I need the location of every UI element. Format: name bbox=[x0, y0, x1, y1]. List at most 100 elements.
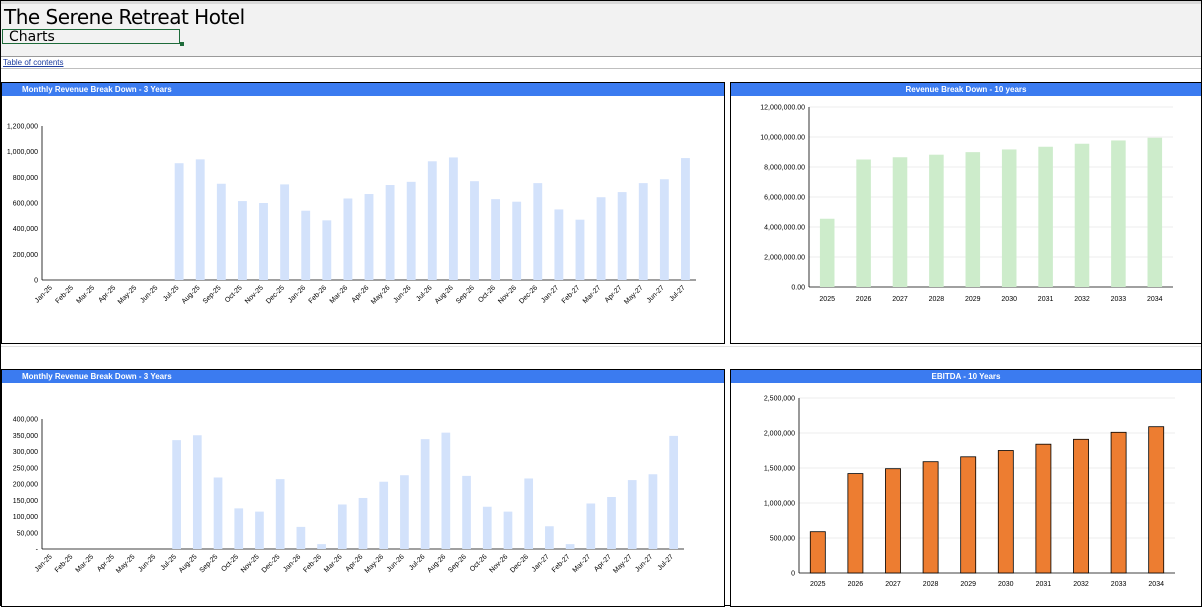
x-tick-label: Feb-27 bbox=[551, 553, 572, 574]
bar bbox=[1074, 143, 1090, 287]
x-tick-label: 2026 bbox=[848, 581, 864, 588]
x-tick-label: Feb-27 bbox=[561, 284, 582, 305]
y-tick-label: 50,000 bbox=[17, 530, 39, 537]
y-tick-label: 0.00 bbox=[791, 285, 805, 292]
chart-revenue-10-years[interactable]: Revenue Break Down - 10 years 0.00 2,000,… bbox=[730, 82, 1202, 344]
x-tick-label: Mar-27 bbox=[582, 284, 603, 305]
x-tick-label: Jun-26 bbox=[393, 284, 413, 304]
bar bbox=[364, 194, 374, 280]
y-tick-label: 2,000,000.00 bbox=[764, 255, 805, 262]
x-tick-label: Jun-25 bbox=[139, 284, 159, 304]
x-tick-label: Dec-25 bbox=[261, 553, 282, 574]
bar bbox=[809, 531, 826, 574]
bar bbox=[929, 154, 944, 287]
x-tick-label: 2029 bbox=[960, 581, 976, 588]
x-tick-label: May-27 bbox=[623, 284, 645, 306]
x-tick-label: 2034 bbox=[1148, 581, 1164, 588]
bar bbox=[922, 461, 939, 574]
bar bbox=[343, 198, 353, 280]
bar bbox=[1001, 149, 1017, 287]
y-tick-label: 250,000 bbox=[13, 465, 38, 472]
x-tick-label: Jun-25 bbox=[137, 553, 157, 573]
x-tick-label: Jan-25 bbox=[34, 284, 54, 304]
bar bbox=[575, 219, 585, 280]
chart-monthly-revenue-bottom[interactable]: Monthly Revenue Break Down - 3 Years - 50… bbox=[1, 369, 725, 607]
x-tick-label: May-26 bbox=[364, 553, 386, 575]
bar bbox=[172, 440, 181, 549]
bar bbox=[681, 158, 690, 280]
x-tick-label: Nov-26 bbox=[497, 284, 518, 305]
table-of-contents-link[interactable]: Table of contents bbox=[3, 58, 64, 67]
bar bbox=[174, 163, 184, 280]
bar bbox=[400, 475, 409, 549]
x-tick-label: Mar-26 bbox=[329, 284, 350, 305]
y-tick-label: 8,000,000.00 bbox=[764, 165, 805, 172]
x-tick-label: 2031 bbox=[1038, 296, 1054, 303]
sheet-name-cell[interactable]: Charts bbox=[2, 29, 180, 45]
bar bbox=[565, 544, 575, 549]
y-tick-label: 6,000,000.00 bbox=[764, 195, 805, 202]
y-tick-label: 1,200,000 bbox=[7, 124, 38, 131]
chart-svg: - 50,000 100,000 150,000 200,000 250,000 300,0… bbox=[13, 417, 684, 575]
x-tick-label: Sep-26 bbox=[447, 553, 468, 574]
chart-monthly-revenue-top[interactable]: Monthly Revenue Break Down - 3 Years 0 20… bbox=[1, 82, 725, 344]
x-tick-label: May-25 bbox=[117, 284, 139, 306]
bar bbox=[997, 450, 1014, 574]
bar bbox=[448, 157, 458, 280]
x-tick-label: Mar-25 bbox=[75, 553, 96, 574]
y-tick-label: 12,000,000.00 bbox=[760, 105, 805, 112]
x-tick-label: Sep-25 bbox=[199, 553, 220, 574]
chart-svg: 0 200,000 400,000 600,000 800,000 1,000,000 1,… bbox=[7, 124, 696, 306]
x-tick-label: Apr-27 bbox=[593, 553, 613, 573]
y-tick-label: 0 bbox=[34, 278, 38, 285]
x-tick-label: Jul-25 bbox=[162, 284, 181, 303]
x-tick-label: 2025 bbox=[819, 296, 835, 303]
bar bbox=[1110, 431, 1127, 574]
bar bbox=[1038, 146, 1053, 287]
x-tick-label: Feb-26 bbox=[308, 284, 329, 305]
y-tick-label: 300,000 bbox=[13, 449, 38, 456]
bar bbox=[482, 506, 492, 549]
x-tick-label: Feb-25 bbox=[54, 553, 75, 574]
x-tick-label: Jul-26 bbox=[415, 284, 434, 303]
x-tick-label: Aug-25 bbox=[178, 553, 199, 574]
x-tick-label: 2026 bbox=[856, 296, 872, 303]
bar bbox=[847, 473, 864, 574]
x-tick-label: Mar-26 bbox=[323, 553, 344, 574]
y-tick-label: 600,000 bbox=[13, 201, 38, 208]
bar bbox=[317, 544, 326, 549]
x-tick-label: 2034 bbox=[1147, 296, 1163, 303]
bar bbox=[885, 468, 901, 574]
x-tick-label: 2029 bbox=[965, 296, 981, 303]
cell-fill-handle[interactable] bbox=[180, 42, 184, 46]
x-tick-label: Feb-25 bbox=[54, 284, 75, 305]
bar bbox=[1035, 443, 1052, 574]
bar bbox=[427, 161, 437, 280]
x-tick-label: Aug-25 bbox=[181, 284, 202, 305]
chart-ebitda-10-years[interactable]: EBITDA - 10 Years 0 500,000 1,000,000 1,500… bbox=[730, 369, 1202, 607]
x-tick-label: Dec-25 bbox=[265, 284, 286, 305]
bar bbox=[358, 497, 368, 549]
chart-title: EBITDA - 10 Years bbox=[731, 370, 1201, 383]
x-tick-label: Oct-25 bbox=[220, 553, 240, 573]
y-tick-label: - bbox=[36, 547, 39, 554]
x-tick-label: 2027 bbox=[892, 296, 908, 303]
bar bbox=[420, 439, 430, 549]
x-tick-label: Oct-25 bbox=[224, 284, 244, 304]
x-tick-label: 2032 bbox=[1073, 581, 1089, 588]
sheet-header bbox=[1, 1, 1201, 57]
bar bbox=[406, 181, 416, 280]
x-tick-label: Mar-25 bbox=[76, 284, 97, 305]
x-tick-label: Jul-25 bbox=[160, 553, 179, 572]
bar bbox=[296, 526, 306, 549]
x-tick-label: May-25 bbox=[115, 553, 137, 575]
bar bbox=[470, 181, 479, 280]
x-tick-label: Apr-26 bbox=[345, 553, 365, 573]
y-tick-label: 2,000,000 bbox=[764, 431, 795, 438]
bar bbox=[856, 159, 871, 287]
x-tick-label: 2032 bbox=[1074, 296, 1090, 303]
x-tick-label: 2028 bbox=[923, 581, 939, 588]
x-tick-label: Jun-26 bbox=[386, 553, 406, 573]
x-tick-label: Jan-26 bbox=[282, 553, 302, 573]
x-tick-label: Aug-26 bbox=[434, 284, 455, 305]
